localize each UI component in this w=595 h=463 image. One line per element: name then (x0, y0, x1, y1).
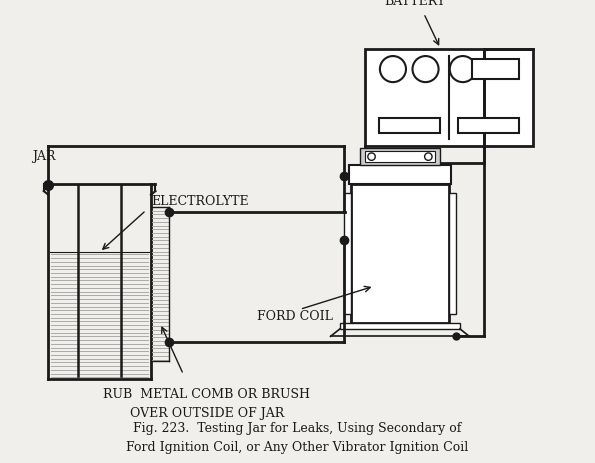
Bar (365, 50, 533, 147)
Text: ELECTROLYTE: ELECTROLYTE (151, 195, 249, 208)
Bar (458, 119, 519, 134)
Bar (351, 184, 449, 324)
Bar (472, 60, 519, 80)
Bar (449, 194, 456, 314)
Bar (379, 119, 440, 134)
Circle shape (425, 154, 432, 161)
Bar (361, 149, 440, 166)
Text: BATTERY: BATTERY (385, 0, 446, 8)
Bar (365, 152, 435, 163)
Text: FORD COIL: FORD COIL (257, 310, 333, 323)
Circle shape (368, 154, 375, 161)
Bar (349, 166, 450, 184)
Text: RUB  METAL COMB OR BRUSH
OVER OUTSIDE OF JAR: RUB METAL COMB OR BRUSH OVER OUTSIDE OF … (103, 387, 310, 419)
Bar (340, 324, 460, 329)
Bar (343, 194, 351, 314)
Text: JAR: JAR (32, 150, 55, 163)
Circle shape (412, 57, 439, 83)
Circle shape (380, 57, 406, 83)
Text: Fig. 223.  Testing Jar for Leaks, Using Secondary of
Ford Ignition Coil, or Any : Fig. 223. Testing Jar for Leaks, Using S… (126, 421, 469, 453)
Circle shape (450, 57, 476, 83)
